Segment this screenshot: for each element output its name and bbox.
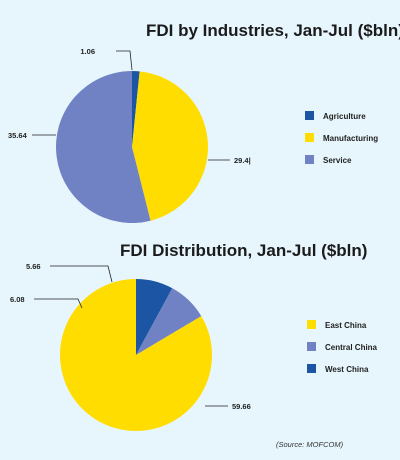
data-label-central-china: 6.08 bbox=[10, 295, 25, 304]
legend-swatch-manufacturing bbox=[305, 133, 314, 142]
pie-slice-service bbox=[55, 71, 151, 224]
leader-line-west-china bbox=[50, 265, 113, 283]
pie-1: 1.06 29.4| 35.64 Agriculture Manufacturing Se… bbox=[8, 47, 378, 224]
legend-label-central-china: Central China bbox=[325, 343, 378, 352]
legend-2: East China Central China West China bbox=[307, 320, 378, 374]
legend-swatch-service bbox=[305, 155, 314, 164]
legend-1: Agriculture Manufacturing Service bbox=[305, 111, 378, 165]
legend-swatch-agriculture bbox=[305, 111, 314, 120]
legend-label-service: Service bbox=[323, 156, 352, 165]
data-label-agriculture: 1.06 bbox=[80, 47, 95, 56]
pie-slice-agriculture bbox=[132, 71, 140, 147]
leader-line-central-china bbox=[34, 298, 83, 309]
legend-label-west-china: West China bbox=[325, 365, 369, 374]
data-label-manufacturing: 29.4| bbox=[234, 156, 251, 165]
legend-label-east-china: East China bbox=[325, 321, 367, 330]
legend-swatch-west-china bbox=[307, 364, 316, 373]
pie-slice-west-china bbox=[136, 279, 173, 355]
leader-line-agriculture bbox=[116, 50, 133, 71]
data-label-west-china: 5.66 bbox=[26, 262, 41, 271]
pie-slice-manufacturing bbox=[132, 71, 208, 221]
pie-slice-central-china bbox=[136, 288, 202, 355]
source-note: (Source: MOFCOM) bbox=[276, 440, 344, 449]
chart-title-distribution: FDI Distribution, Jan-Jul ($bln) bbox=[120, 241, 368, 260]
legend-label-agriculture: Agriculture bbox=[323, 112, 366, 121]
pie-slice-east-china bbox=[60, 279, 213, 431]
chart-title-industries: FDI by Industries, Jan-Jul ($bln) bbox=[146, 21, 400, 40]
legend-swatch-central-china bbox=[307, 342, 316, 351]
data-label-east-china: 59.66 bbox=[232, 402, 251, 411]
data-label-service: 35.64 bbox=[8, 131, 28, 140]
legend-swatch-east-china bbox=[307, 320, 316, 329]
pie-2: 59.66 6.08 5.66 East China Central China West… bbox=[10, 262, 378, 431]
legend-label-manufacturing: Manufacturing bbox=[323, 134, 378, 143]
